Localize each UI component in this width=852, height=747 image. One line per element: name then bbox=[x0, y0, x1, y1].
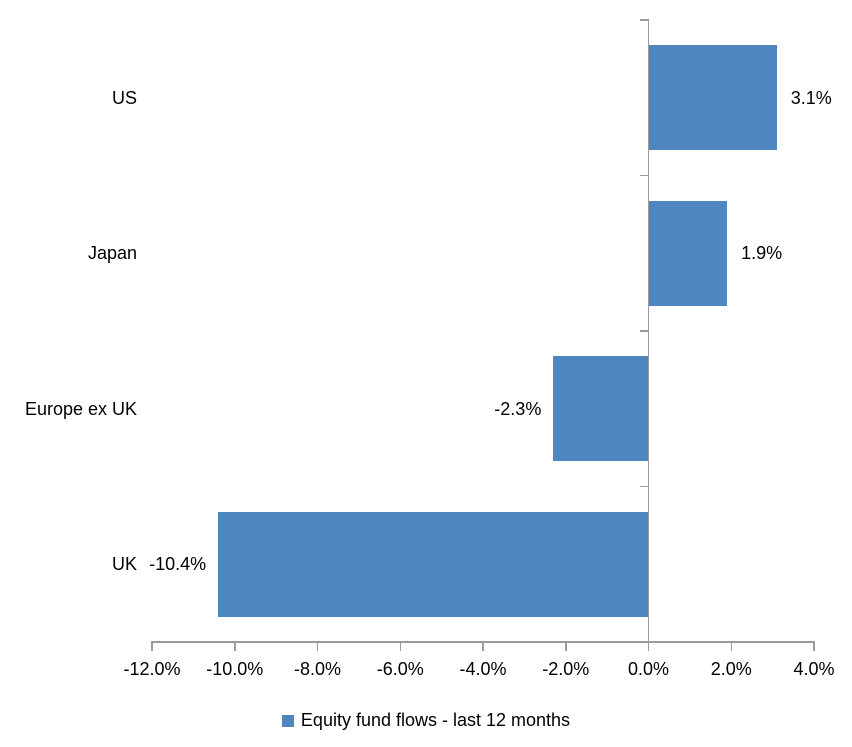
x-tick-mark bbox=[234, 642, 236, 651]
legend-label: Equity fund flows - last 12 months bbox=[300, 710, 571, 730]
bar bbox=[218, 511, 649, 617]
x-tick-label: -6.0% bbox=[376, 659, 424, 679]
category-label: Europe ex UK bbox=[24, 398, 137, 419]
category-axis-tick bbox=[639, 19, 649, 21]
x-tick-label: 4.0% bbox=[793, 659, 835, 679]
bar bbox=[553, 356, 649, 462]
bar bbox=[648, 45, 777, 151]
value-label: 1.9% bbox=[741, 243, 783, 264]
category-axis-tick bbox=[639, 330, 649, 332]
category-label: Japan bbox=[87, 243, 137, 264]
value-label: -10.4% bbox=[149, 554, 207, 575]
legend-swatch-icon bbox=[281, 714, 294, 727]
x-tick-mark bbox=[813, 642, 815, 651]
x-tick-mark bbox=[647, 642, 650, 651]
category-axis-line bbox=[647, 20, 650, 642]
category-axis-tick bbox=[639, 485, 649, 488]
x-tick-label: -4.0% bbox=[459, 659, 507, 679]
x-tick-label: -2.0% bbox=[542, 659, 590, 679]
x-tick-label: 0.0% bbox=[627, 659, 670, 679]
legend: Equity fund flows - last 12 months bbox=[0, 710, 852, 731]
x-tick-mark bbox=[151, 642, 153, 651]
x-tick-mark bbox=[482, 642, 484, 651]
x-tick-label: -12.0% bbox=[123, 659, 181, 679]
bar bbox=[648, 200, 728, 306]
category-label: US bbox=[111, 87, 137, 108]
x-tick-label: 2.0% bbox=[710, 659, 752, 679]
category-label: UK bbox=[111, 554, 137, 575]
x-tick-mark bbox=[730, 642, 732, 651]
x-tick-mark bbox=[565, 642, 567, 651]
category-axis-tick bbox=[639, 174, 649, 177]
x-tick-label: -8.0% bbox=[293, 659, 342, 679]
x-tick-mark bbox=[399, 642, 401, 651]
x-tick-label: -10.0% bbox=[206, 659, 264, 679]
x-tick-mark bbox=[316, 642, 319, 651]
value-label: 3.1% bbox=[790, 87, 832, 108]
value-label: -2.3% bbox=[494, 398, 542, 419]
